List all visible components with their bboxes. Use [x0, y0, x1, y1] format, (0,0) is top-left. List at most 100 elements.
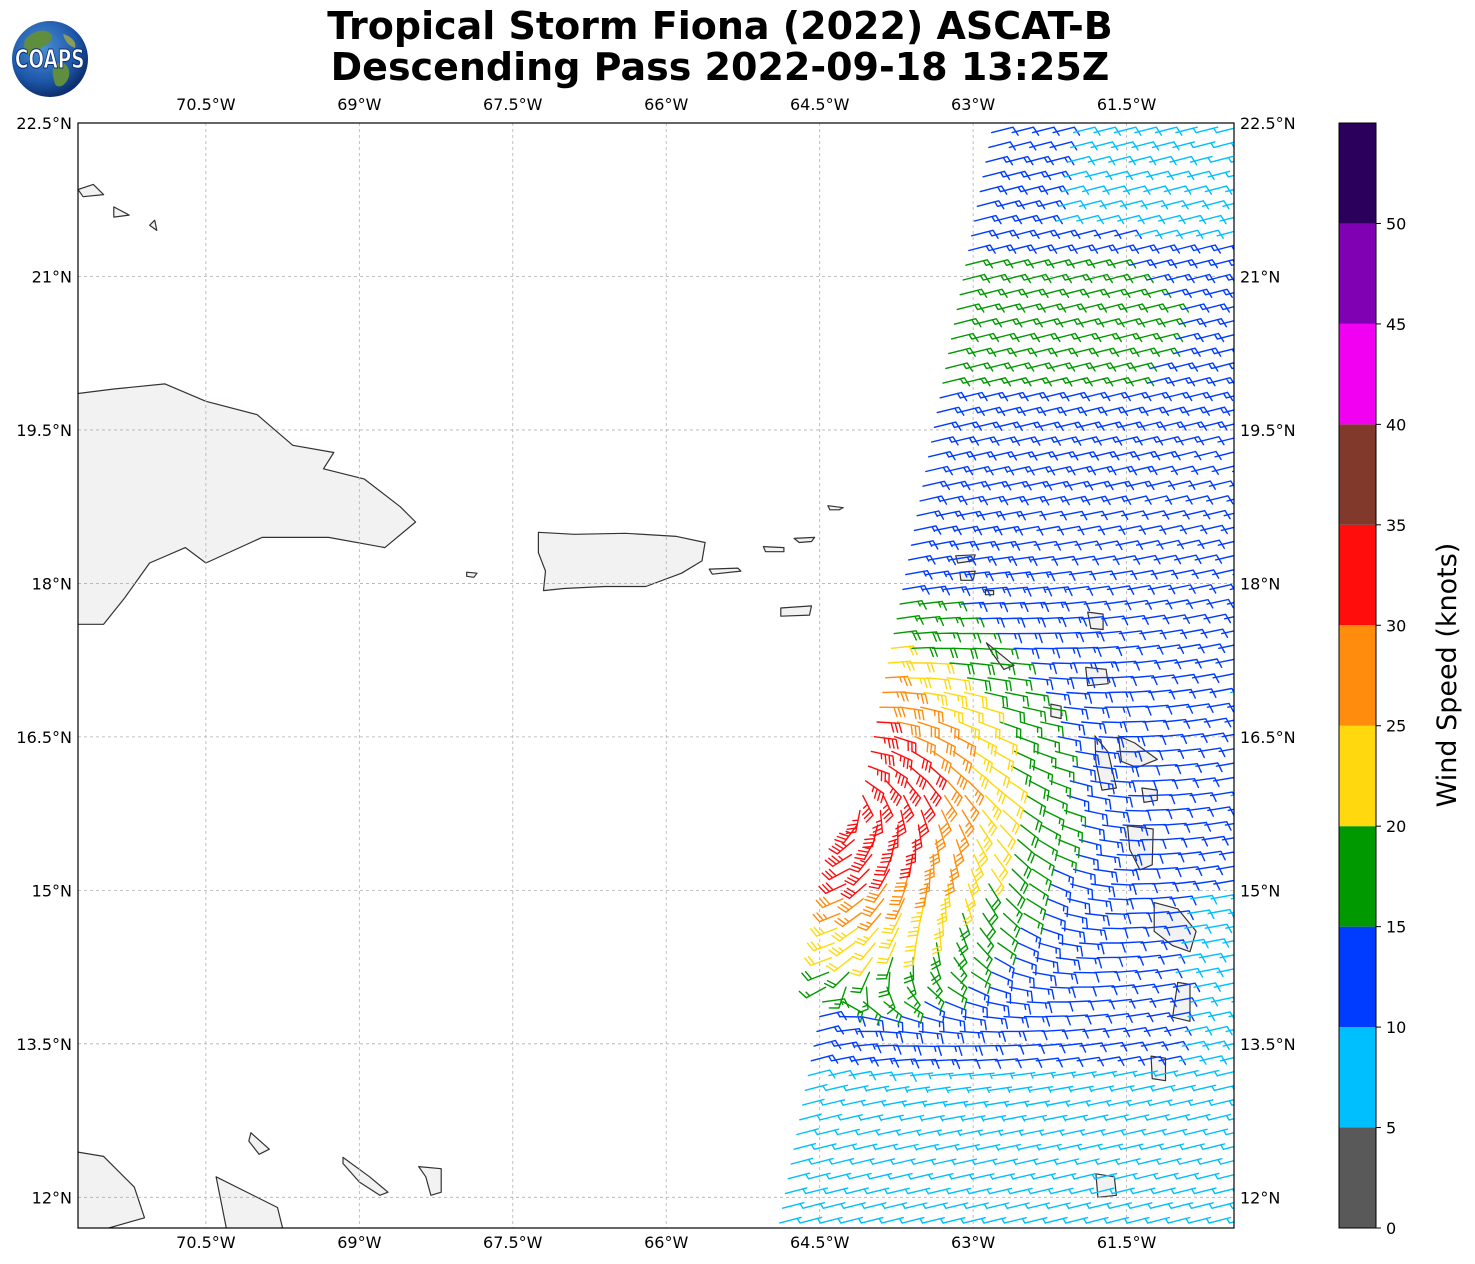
- wind-barb: [962, 1015, 987, 1031]
- wind-barb: [1065, 1114, 1088, 1122]
- wind-barb: [1056, 1057, 1084, 1067]
- wind-barb: [1086, 1216, 1109, 1224]
- wind-barb: [890, 645, 918, 656]
- wind-barb: [974, 1158, 998, 1166]
- wind-barb: [1003, 1015, 1030, 1028]
- wind-barb: [958, 824, 970, 853]
- wind-barb: [945, 1100, 969, 1108]
- wind-barb: [1192, 777, 1220, 788]
- wind-barb: [1104, 706, 1131, 717]
- wind-barb: [1109, 570, 1138, 580]
- wind-barb: [831, 927, 859, 942]
- wind-barb: [1076, 957, 1103, 969]
- wind-barb: [952, 750, 973, 774]
- wind-barb: [980, 1030, 1006, 1042]
- wind-barb: [1132, 1187, 1156, 1195]
- wind-barb: [1126, 1114, 1150, 1121]
- wind-barb: [994, 957, 1015, 979]
- wind-barb: [991, 971, 1013, 992]
- wind-barb: [1167, 1114, 1191, 1121]
- wind-barb: [873, 736, 899, 750]
- wind-barb: [934, 632, 962, 643]
- lon-label-bottom: 70.5°W: [176, 1233, 236, 1252]
- wind-barb: [935, 736, 956, 757]
- wind-barb: [1149, 997, 1177, 1008]
- wind-barb: [1079, 942, 1105, 955]
- wind-barb: [1235, 245, 1261, 253]
- wind-barb: [1218, 748, 1234, 753]
- wind-barb: [986, 1100, 1010, 1108]
- wind-barb: [858, 986, 869, 1014]
- wind-barb: [1143, 1026, 1172, 1037]
- island-venezuela-paraguana: [215, 1176, 284, 1228]
- lat-label-right: 19.5°N: [1240, 421, 1296, 440]
- wind-barb: [1136, 644, 1164, 655]
- wind-barb: [1163, 924, 1191, 935]
- wind-barb: [969, 662, 996, 676]
- wind-barb: [1122, 824, 1149, 836]
- wind-barb: [1225, 291, 1234, 296]
- wind-barb: [1174, 658, 1202, 669]
- wind-barb: [1186, 806, 1214, 817]
- wind-barb: [1152, 1084, 1176, 1092]
- wind-barb: [834, 1143, 858, 1151]
- wind-barb: [1185, 1128, 1208, 1136]
- wind-barb: [1224, 719, 1234, 723]
- wind-barb: [1107, 794, 1133, 808]
- wind-barb: [940, 809, 952, 838]
- wind-barb: [1211, 465, 1234, 473]
- wind-barb: [1216, 127, 1234, 134]
- wind-barb: [884, 1202, 907, 1210]
- wind-barb: [908, 662, 935, 673]
- lat-label-left: 16.5°N: [16, 728, 72, 747]
- wind-barb: [1092, 765, 1118, 779]
- wind-barb: [984, 794, 1002, 821]
- wind-barb: [1225, 925, 1234, 929]
- wind-barb: [1044, 1015, 1071, 1026]
- wind-barb: [799, 1113, 822, 1121]
- wind-barb: [967, 780, 985, 806]
- wind-barb: [1142, 823, 1170, 835]
- wind-barb: [901, 1216, 925, 1224]
- wind-barb: [813, 1143, 837, 1150]
- wind-barb: [1221, 630, 1234, 635]
- wind-barb: [906, 986, 921, 1014]
- wind-barb: [1176, 1070, 1199, 1077]
- wind-barb: [1211, 1202, 1234, 1209]
- lat-label-right: 15°N: [1240, 881, 1280, 900]
- wind-barb: [999, 824, 1016, 851]
- wind-barb: [1048, 677, 1075, 690]
- wind-barb: [796, 1128, 819, 1136]
- wind-barb: [1169, 997, 1198, 1007]
- wind-barb: [1108, 898, 1134, 910]
- wind-barb: [802, 1098, 825, 1106]
- wind-barb: [844, 868, 870, 886]
- plot-frame: [77, 122, 1235, 1229]
- wind-barb: [954, 839, 965, 868]
- wind-barb: [972, 647, 999, 660]
- island-curacao: [342, 1156, 389, 1196]
- wind-barb: [1204, 923, 1233, 934]
- wind-barb: [1048, 571, 1076, 581]
- wind-barb: [926, 677, 952, 690]
- wind-barb: [1225, 188, 1234, 193]
- wind-barb: [927, 986, 945, 1012]
- wind-barb: [1013, 647, 1040, 659]
- wind-barb: [1083, 600, 1111, 611]
- wind-barb: [1032, 1071, 1056, 1079]
- wind-barb: [1236, 451, 1263, 459]
- wind-barb: [1036, 632, 1064, 643]
- wind-barb: [1030, 1187, 1054, 1195]
- wind-barb: [1177, 643, 1205, 654]
- lat-label-left: 18°N: [32, 574, 72, 593]
- island-turks-2: [113, 206, 130, 218]
- wind-barb: [1041, 1129, 1065, 1137]
- lon-label-top: 66°W: [644, 95, 688, 114]
- wind-barb: [1142, 614, 1170, 625]
- island-barbuda: [1087, 611, 1104, 631]
- wind-barb: [1032, 971, 1057, 987]
- wind-barb: [1102, 1027, 1131, 1038]
- wind-barb: [1031, 765, 1054, 786]
- wind-barb: [959, 1030, 986, 1043]
- wind-barb: [998, 617, 1026, 628]
